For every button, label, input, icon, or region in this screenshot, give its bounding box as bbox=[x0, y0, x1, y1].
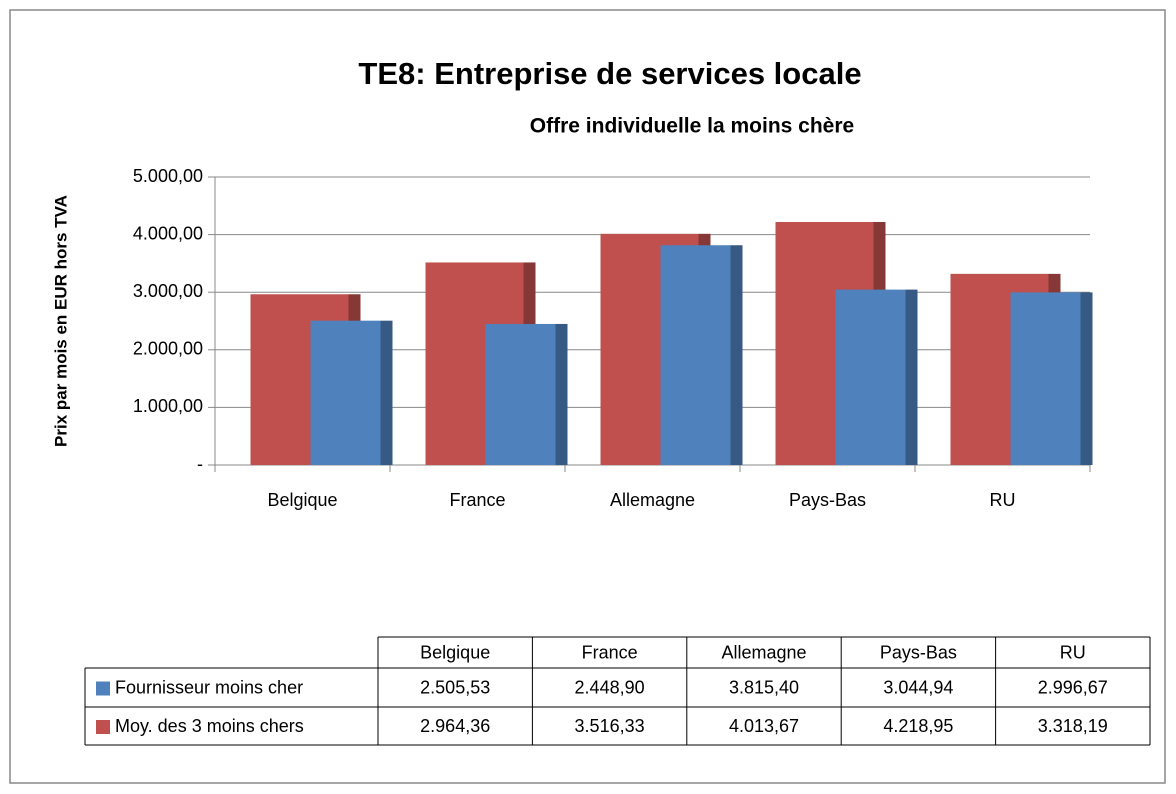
y-tick-label: 3.000,00 bbox=[133, 281, 203, 301]
table-cell: 2.964,36 bbox=[420, 716, 490, 736]
y-tick-label: 2.000,00 bbox=[133, 339, 203, 359]
table-cell: 3.318,19 bbox=[1038, 716, 1108, 736]
table-cell: 2.996,67 bbox=[1038, 677, 1108, 697]
x-tick-label: Belgique bbox=[267, 490, 337, 510]
y-tick-label: 1.000,00 bbox=[133, 396, 203, 416]
legend-label: Fournisseur moins cher bbox=[115, 677, 303, 697]
table-cell: 2.448,90 bbox=[575, 677, 645, 697]
legend-label: Moy. des 3 moins chers bbox=[115, 716, 304, 736]
x-tick-label: Allemagne bbox=[610, 490, 695, 510]
legend-swatch bbox=[96, 681, 110, 696]
table-header: Allemagne bbox=[721, 642, 806, 662]
bar bbox=[310, 320, 381, 465]
y-tick-label: - bbox=[197, 454, 203, 474]
table-header: RU bbox=[1060, 642, 1086, 662]
table-header: France bbox=[582, 642, 638, 662]
table-cell: 2.505,53 bbox=[420, 677, 490, 697]
chart-title: TE8: Entreprise de services locale bbox=[358, 56, 861, 91]
bar-side bbox=[905, 289, 918, 465]
table-cell: 4.013,67 bbox=[729, 716, 799, 736]
x-tick-label: Pays-Bas bbox=[789, 490, 866, 510]
y-tick-label: 5.000,00 bbox=[133, 166, 203, 186]
x-tick-label: RU bbox=[990, 490, 1016, 510]
bar-side bbox=[555, 323, 568, 465]
bar-side bbox=[1080, 292, 1093, 465]
table-cell: 3.815,40 bbox=[729, 677, 799, 697]
legend-swatch bbox=[96, 720, 110, 734]
table-cell: 4.218,95 bbox=[883, 716, 953, 736]
bar bbox=[835, 289, 906, 465]
table-cell: 3.044,94 bbox=[883, 677, 953, 697]
y-tick-label: 4.000,00 bbox=[133, 223, 203, 243]
bar bbox=[660, 245, 731, 465]
bar bbox=[1010, 292, 1081, 465]
bar-side bbox=[730, 245, 743, 465]
y-axis-label: Prix par mois en EUR hors TVA bbox=[51, 195, 70, 447]
table-cell: 3.516,33 bbox=[575, 716, 645, 736]
x-tick-label: France bbox=[449, 490, 505, 510]
table-header: Belgique bbox=[420, 642, 490, 662]
bar-side bbox=[380, 320, 393, 465]
table-header: Pays-Bas bbox=[880, 642, 957, 662]
bar bbox=[485, 323, 556, 465]
chart-subtitle: Offre individuelle la moins chère bbox=[530, 115, 854, 138]
